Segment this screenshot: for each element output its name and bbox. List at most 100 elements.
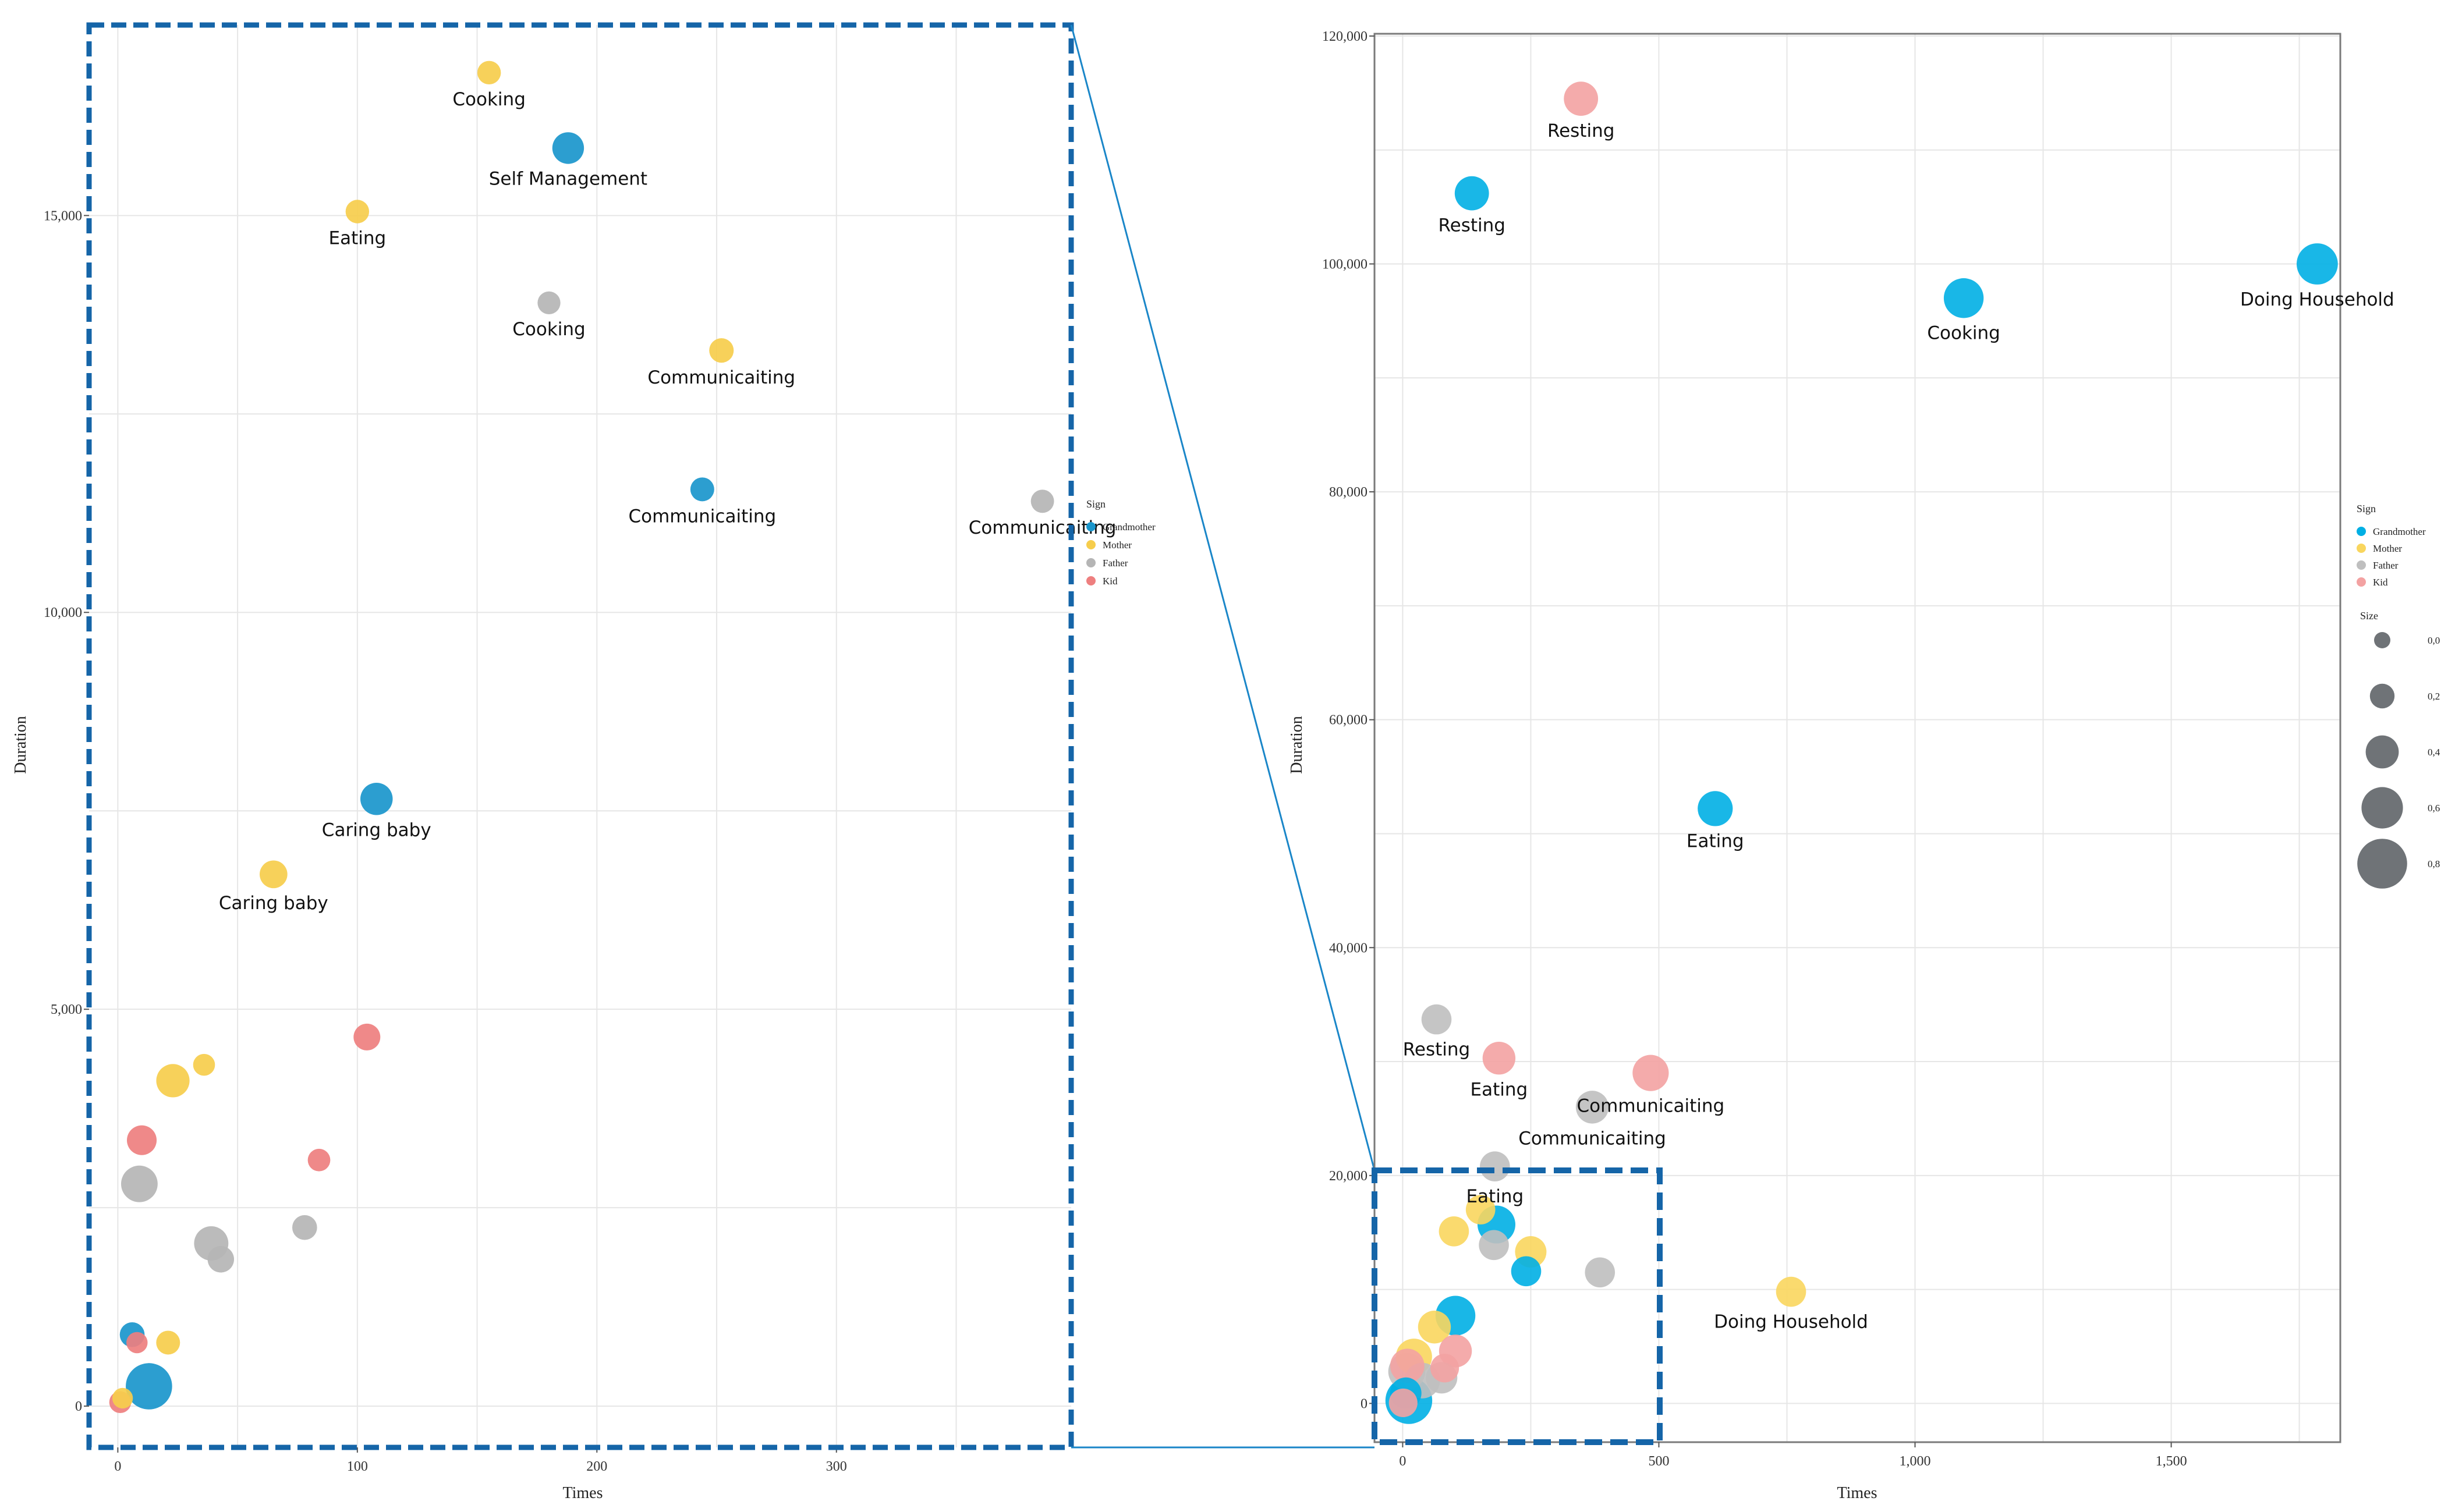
zoomed-legend-label: Kid — [1103, 576, 1118, 587]
full-legend-key-father — [2357, 560, 2366, 570]
full-point-label: Resting — [1403, 1039, 1470, 1060]
zoomed-point-label: Caring baby — [219, 893, 328, 914]
zoomed-y-tick-label: 10,000 — [44, 605, 82, 620]
zoomed-bubble-father — [121, 1165, 158, 1202]
full-point-label: Eating — [1466, 1186, 1524, 1207]
full-point-labels: Resting Resting Cooking Doing Household Eati… — [1403, 120, 2394, 1332]
full-x-tick-label: 1,500 — [2156, 1454, 2187, 1469]
zoomed-point-label: Cooking — [452, 89, 525, 110]
zoomed-x-tick-label: 100 — [347, 1459, 368, 1474]
zoomed-bubble-kid — [307, 1148, 331, 1172]
zoomed-point-label: Eating — [328, 228, 386, 249]
full-y-axis-title: Duration — [1288, 716, 1306, 774]
full-y-tick-label: 0 — [1361, 1396, 1368, 1411]
zoomed-bubbles — [109, 61, 1054, 1414]
full-point-label: Doing Household — [1714, 1311, 1868, 1332]
zoom-highlight-box — [1372, 1167, 1663, 1445]
zoomed-x-tick-label: 0 — [114, 1459, 121, 1474]
full-bubble-mother — [1465, 1195, 1496, 1224]
full-point-label: Doing Household — [2240, 289, 2394, 310]
full-size-legend-key — [2374, 632, 2390, 648]
full-y-tick-label: 20,000 — [1329, 1169, 1368, 1184]
full-bubble-grandmother — [1943, 278, 1984, 318]
full-legend-key-grandmother — [2357, 527, 2366, 536]
full-bubble-grandmother — [1511, 1256, 1542, 1287]
zoomed-bubble-mother — [259, 860, 288, 889]
full-bubble-mother — [1418, 1311, 1451, 1344]
full-bubble-kid — [1430, 1354, 1459, 1383]
zoom-connector-top — [1070, 24, 1376, 1171]
full-size-legend-key — [2369, 683, 2395, 709]
full-legend: Sign Size Grandmother Mother Father Kid 0,0 0… — [2357, 503, 2440, 889]
zoomed-bubble-father — [207, 1246, 235, 1273]
zoomed-bubble-mother — [156, 1064, 190, 1098]
full-point-label: Cooking — [1927, 322, 2000, 343]
zoomed-bubble-kid — [353, 1023, 381, 1050]
full-legend-title: Sign — [2357, 503, 2376, 514]
full-point-label: Resting — [1438, 215, 1505, 236]
full-point-label: Eating — [1471, 1079, 1528, 1100]
full-size-legend-label: 0,8 — [2428, 858, 2440, 869]
zoomed-point-labels: Cooking Self Management Eating Cooking Commu… — [219, 89, 1117, 914]
full-tick-labels: 0 500 1,000 1,500 0 20,000 40,000 60,000 80,000 1… — [1322, 29, 2187, 1469]
full-bubble-kid — [1482, 1041, 1516, 1075]
full-x-axis-title: Times — [1837, 1484, 1877, 1502]
full-bubble-kid — [1632, 1055, 1669, 1091]
full-legend-label: Grandmother — [2373, 526, 2426, 537]
zoomed-legend-title: Sign — [1086, 498, 1106, 510]
full-size-legend-label: 0,6 — [2428, 803, 2440, 814]
full-size-legend-label: 0,4 — [2428, 747, 2440, 758]
full-bubble-grandmother — [1454, 176, 1489, 211]
zoomed-y-tick-label: 5,000 — [51, 1002, 82, 1017]
full-bubble-father — [1421, 1004, 1452, 1035]
full-point-label: Communicaiting — [1577, 1096, 1725, 1117]
zoomed-x-axis-title: Times — [562, 1484, 603, 1502]
zoomed-y-axis-title: Duration — [12, 716, 30, 774]
full-point-label: Resting — [1547, 120, 1614, 141]
zoomed-tick-labels: 0 100 200 300 0 5,000 10,000 15,000 — [44, 208, 847, 1474]
zoomed-legend-key-grandmother — [1086, 522, 1096, 531]
zoomed-bubble-mother — [193, 1053, 215, 1076]
zoomed-point-label: Caring baby — [322, 820, 431, 841]
zoomed-bubble-grandmother — [552, 132, 584, 164]
full-legend-label: Kid — [2373, 577, 2388, 588]
zoomed-legend-label: Grandmother — [1103, 521, 1156, 533]
full-x-tick-label: 500 — [1648, 1454, 1669, 1469]
full-legend-label: Father — [2373, 560, 2399, 571]
zoomed-x-tick-label: 300 — [826, 1459, 847, 1474]
full-size-legend-label: 0,2 — [2428, 691, 2440, 702]
full-bubble-grandmother — [1698, 791, 1733, 826]
full-legend-key-mother — [2357, 544, 2366, 553]
full-y-tick-label: 100,000 — [1322, 257, 1368, 272]
zoomed-bubble-kid — [126, 1332, 148, 1354]
full-bubble-kid — [1388, 1388, 1418, 1418]
zoomed-point-label: Cooking — [512, 319, 585, 340]
full-y-tick-label: 120,000 — [1322, 29, 1368, 44]
zoomed-x-tick-label: 200 — [586, 1459, 607, 1474]
full-bubble-father — [1575, 1091, 1609, 1124]
full-point-label: Eating — [1687, 831, 1744, 852]
full-point-label: Communicaiting — [1518, 1128, 1666, 1149]
zoomed-bubble-kid — [127, 1125, 157, 1155]
full-size-legend-title: Size — [2360, 610, 2378, 622]
zoomed-point-label: Communicaiting — [629, 506, 777, 527]
zoomed-legend-key-mother — [1086, 540, 1096, 549]
zoomed-legend: Sign Grandmother Mother Father Kid — [1086, 498, 1156, 587]
zoomed-bubble-mother — [477, 61, 501, 85]
full-x-tick-label: 0 — [1399, 1454, 1406, 1469]
zoomed-point-label: Self Management — [489, 169, 647, 190]
full-y-tick-label: 60,000 — [1329, 713, 1368, 728]
zoomed-bubble-mother — [709, 338, 734, 363]
zoom-frame — [86, 22, 1074, 1450]
zoomed-grid — [89, 25, 1071, 1447]
zoomed-bubble-grandmother — [126, 1363, 172, 1410]
zoomed-y-tick-label: 0 — [75, 1399, 82, 1414]
zoomed-bubble-father — [537, 291, 561, 314]
full-grid — [1374, 34, 2340, 1442]
zoomed-y-tick-label: 15,000 — [44, 208, 82, 223]
zoomed-bubble-grandmother — [360, 782, 393, 815]
full-x-tick-label: 1,000 — [1900, 1454, 1931, 1469]
full-y-tick-label: 80,000 — [1329, 485, 1368, 500]
full-chart: Resting Resting Cooking Doing Household Eati… — [1288, 29, 2440, 1502]
zoomed-bubble-mother — [345, 200, 370, 223]
